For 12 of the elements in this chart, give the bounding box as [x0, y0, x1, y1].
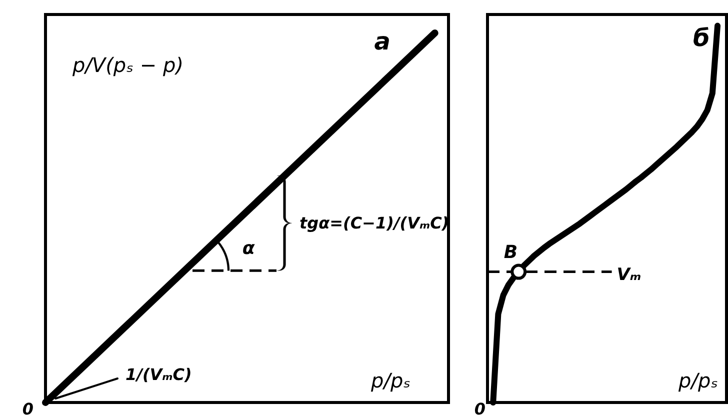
chart-title: б [693, 24, 710, 52]
y-axis-title: p/V(pₛ − p) [72, 52, 184, 77]
annotation: α [242, 238, 256, 260]
chart-title: а [374, 28, 390, 56]
x-axis-title: p/pₛ [678, 368, 718, 392]
annotation: tgα=(C−1)/(VₘC) [300, 214, 450, 233]
text: 0 [22, 400, 34, 416]
annotation: B [504, 242, 518, 263]
x-axis-title: p/pₛ [370, 368, 411, 392]
annotation: 1/(VₘC) [126, 365, 192, 384]
ref-line-label: Vₘ [616, 264, 642, 285]
text: 0 [474, 400, 486, 416]
